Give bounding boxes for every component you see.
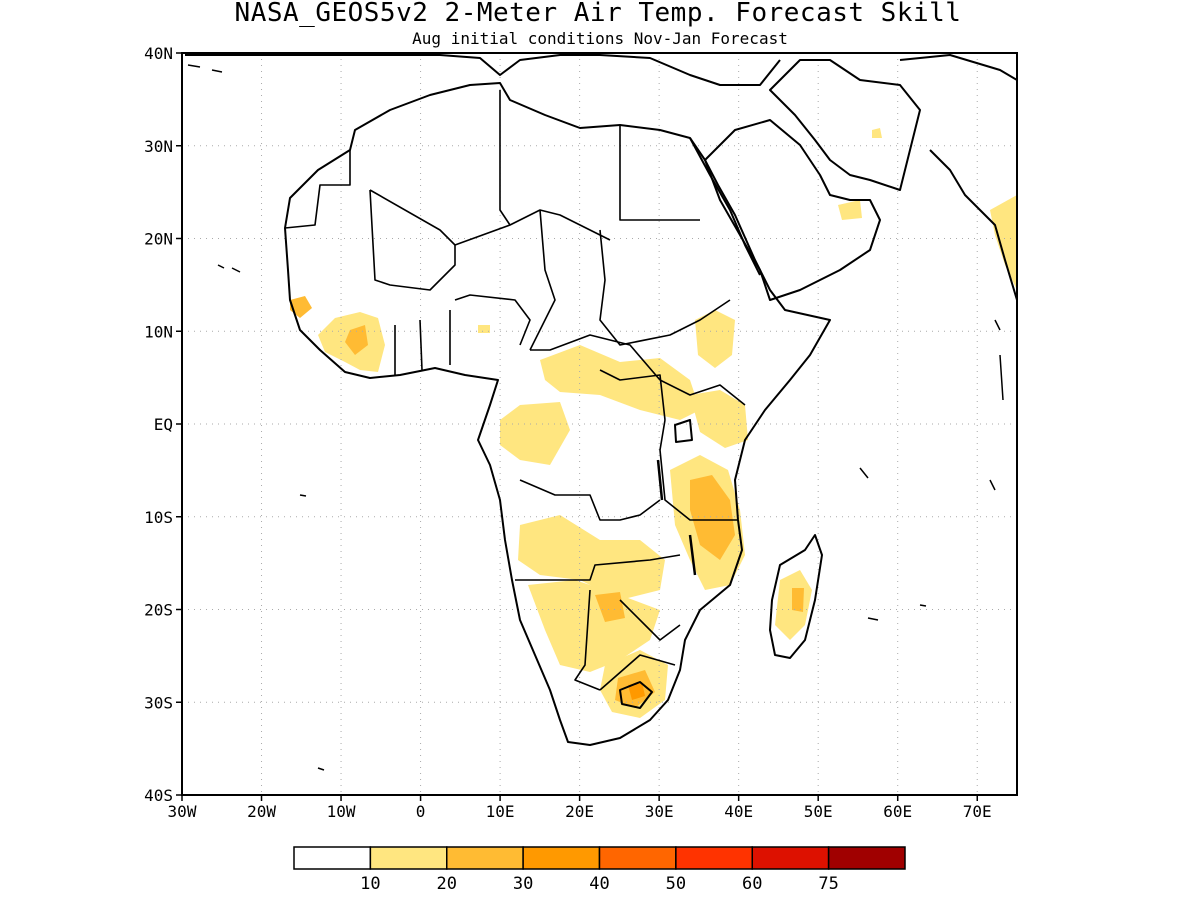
x-axis-ticks: 30W 20W 10W 0 10E 20E 30E 40E 50E 60E 70E xyxy=(168,795,992,821)
shade-sierra-leone xyxy=(290,296,312,318)
gridlines xyxy=(182,53,1017,795)
x-tick-label: 30W xyxy=(168,802,197,821)
colorbar: 10 20 30 40 50 60 75 xyxy=(293,846,906,894)
x-tick-label: 20W xyxy=(247,802,276,821)
chart-title: NASA_GEOS5v2 2-Meter Air Temp. Forecast … xyxy=(235,0,962,28)
persian-gulf-coast xyxy=(769,59,921,191)
colorbar-segment xyxy=(446,846,524,870)
lake-tanganyika xyxy=(656,459,664,501)
shade-lesotho-core xyxy=(628,682,645,700)
islands xyxy=(187,64,1004,771)
shade-tanzania-core xyxy=(690,475,735,560)
shade-madagascar-core xyxy=(792,588,804,612)
x-tick-label: 10W xyxy=(327,802,356,821)
x-tick-label: 0 xyxy=(416,802,426,821)
y-tick-label: 40S xyxy=(144,786,173,805)
colorbar-segment xyxy=(827,846,906,870)
india-coastline xyxy=(929,149,1018,301)
madagascar-coastline xyxy=(769,534,823,659)
colorbar-segment xyxy=(369,846,448,870)
colorbar-label: 60 xyxy=(742,874,762,894)
shade-west-africa-inner xyxy=(345,325,368,355)
colorbar-segment xyxy=(293,846,372,870)
colorbar-label: 75 xyxy=(818,874,838,894)
colorbar-segment xyxy=(598,846,677,870)
africa-coastline xyxy=(284,82,831,746)
shade-india xyxy=(990,195,1017,290)
y-tick-label: EQ xyxy=(154,415,173,434)
shade-east-africa xyxy=(690,390,748,448)
asia-coastline xyxy=(899,54,1018,81)
y-tick-label: 20N xyxy=(144,230,173,249)
map-panel: 30W 20W 10W 0 10E 20E 30E 40E 50E 60E 70E 40N 30N 20… xyxy=(144,44,1018,821)
colorbar-label: 40 xyxy=(589,874,609,894)
colorbar-label: 30 xyxy=(513,874,533,894)
y-tick-label: 20S xyxy=(144,601,173,620)
colorbar-label: 50 xyxy=(666,874,686,894)
shade-angola xyxy=(518,515,665,600)
x-tick-label: 50E xyxy=(804,802,833,821)
x-tick-label: 70E xyxy=(963,802,992,821)
colorbar-label: 10 xyxy=(360,874,380,894)
chart-subtitle: Aug initial conditions Nov-Jan Forecast xyxy=(412,29,788,48)
lake-malawi xyxy=(688,534,697,576)
red-sea-coast xyxy=(689,137,761,276)
skill-shading xyxy=(290,128,1017,718)
map-frame xyxy=(181,52,1018,796)
shade-botswana-core xyxy=(595,592,625,622)
country-borders xyxy=(284,90,746,691)
colorbar-label: 20 xyxy=(437,874,457,894)
x-tick-label: 60E xyxy=(883,802,912,821)
shade-central-west xyxy=(500,402,570,465)
shade-namibia xyxy=(528,580,660,672)
colorbar-segment xyxy=(675,846,753,870)
y-tick-label: 30S xyxy=(144,693,173,712)
shade-ethiopia xyxy=(695,310,735,368)
europe-coastline xyxy=(185,54,781,86)
lesotho-border xyxy=(619,681,653,709)
y-tick-label: 10N xyxy=(144,322,173,341)
shade-nigeria xyxy=(478,325,490,333)
x-tick-label: 30E xyxy=(645,802,674,821)
y-tick-label: 30N xyxy=(144,137,173,156)
x-tick-label: 10E xyxy=(486,802,515,821)
lake-victoria xyxy=(674,419,693,443)
y-tick-label: 10S xyxy=(144,508,173,527)
arabia-coastline xyxy=(704,119,881,301)
y-tick-label: 40N xyxy=(144,44,173,63)
x-tick-label: 20E xyxy=(565,802,594,821)
shade-arabia-dot xyxy=(872,128,882,138)
x-tick-label: 40E xyxy=(724,802,753,821)
y-axis-ticks: 40N 30N 20N 10N EQ 10S 20S 30S 40S xyxy=(144,44,182,805)
coastlines xyxy=(185,54,1018,746)
shade-central-band xyxy=(540,345,700,420)
shade-oman xyxy=(838,200,862,220)
colorbar-segment xyxy=(522,846,601,870)
colorbar-segment xyxy=(751,846,830,870)
